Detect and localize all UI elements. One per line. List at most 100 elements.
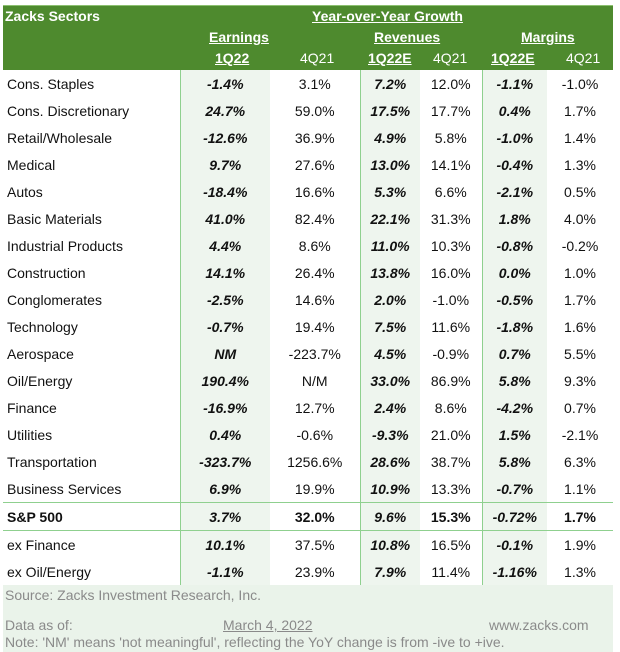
value-cell: 6.9% xyxy=(179,475,270,503)
value-cell: -0.4% xyxy=(481,151,547,178)
value-cell: 1.0% xyxy=(564,264,596,281)
value-cell: 21.0% xyxy=(430,426,471,443)
sector-name: Finance xyxy=(7,399,57,416)
value-cell: 1.7% xyxy=(547,502,613,531)
value-cell: 23.9% xyxy=(294,563,335,580)
value-cell: 1.7% xyxy=(564,291,596,308)
value-cell: 5.8% xyxy=(481,448,547,475)
value-cell: 11.6% xyxy=(431,318,471,335)
value-cell: -4.2% xyxy=(481,394,547,421)
sector-name: Cons. Discretionary xyxy=(7,102,130,119)
table-row: Business Services 6.9% 19.9% 10.9% 13.3% -0.7… xyxy=(3,475,613,503)
value-cell: 1.4% xyxy=(564,129,596,146)
value-cell: 10.8% xyxy=(359,530,420,558)
value-cell: 0.4% xyxy=(179,421,270,448)
value-cell: 10.3% xyxy=(430,237,471,254)
value-cell: -1.0% xyxy=(432,291,470,308)
value-cell: -9.3% xyxy=(359,421,420,448)
table-row: Aerospace NM -223.7% 4.5% -0.9% 0.7% 5.5% xyxy=(3,340,613,367)
table-row: Basic Materials 41.0% 82.4% 22.1% 31.3% 1.8% 4… xyxy=(3,205,613,232)
sector-name: Oil/Energy xyxy=(7,372,73,389)
sector-growth-table: Zacks Sectors Year-over-Year Growth Earn… xyxy=(3,5,613,652)
sector-name: Construction xyxy=(7,264,86,281)
value-cell: 14.1% xyxy=(179,259,270,286)
value-cell: -0.7% xyxy=(179,313,270,340)
nm-note: Note: 'NM' means 'not meaningful', refle… xyxy=(5,634,505,650)
value-cell: 6.6% xyxy=(434,183,467,200)
table-row: Finance -16.9% 12.7% 2.4% 8.6% -4.2% 0.7% xyxy=(3,394,613,421)
header-title: Zacks Sectors xyxy=(5,8,100,24)
value-cell: -0.7% xyxy=(481,475,547,503)
value-cell: 16.0% xyxy=(430,264,471,281)
value-cell: 12.0% xyxy=(430,75,471,92)
data-table: Cons. Staples -1.4% 3.1% 7.2% 12.0% -1.1% -1.0… xyxy=(3,70,613,585)
value-cell: 8.6% xyxy=(434,399,467,416)
value-cell: 17.7% xyxy=(430,102,471,119)
value-cell: 1.9% xyxy=(564,536,596,553)
table-header: Zacks Sectors Year-over-Year Growth Earn… xyxy=(3,5,613,70)
value-cell: 5.3% xyxy=(359,178,420,205)
value-cell: NM xyxy=(179,340,270,367)
value-cell: 14.1% xyxy=(430,156,471,173)
value-cell: 37.5% xyxy=(294,536,335,553)
table-row: Utilities 0.4% -0.6% -9.3% 21.0% 1.5% -2.1% xyxy=(3,421,613,448)
value-cell: 59.0% xyxy=(294,102,335,119)
value-cell: 17.5% xyxy=(359,97,420,124)
value-cell: -223.7% xyxy=(288,345,341,362)
col-header: 1Q22 xyxy=(215,50,250,66)
value-cell: -1.0% xyxy=(561,75,599,92)
header-revenues: Revenues xyxy=(374,29,441,45)
sector-name: Technology xyxy=(7,318,78,335)
header-earnings: Earnings xyxy=(209,29,269,45)
sector-name: ex Finance xyxy=(7,536,76,553)
value-cell: 7.9% xyxy=(359,558,420,585)
table-row: Cons. Staples -1.4% 3.1% 7.2% 12.0% -1.1% -1.0… xyxy=(3,70,613,97)
value-cell: 4.5% xyxy=(359,340,420,367)
value-cell: 33.0% xyxy=(359,367,420,394)
value-cell: 31.3% xyxy=(430,210,471,227)
value-cell: -1.0% xyxy=(481,124,547,151)
col-header: 4Q21 xyxy=(566,50,601,66)
value-cell: 9.3% xyxy=(564,372,596,389)
value-cell: 16.5% xyxy=(430,536,471,553)
sector-name: Utilities xyxy=(7,426,53,443)
value-cell: -0.72% xyxy=(481,502,547,531)
table-row: Autos -18.4% 16.6% 5.3% 6.6% -2.1% 0.5% xyxy=(3,178,613,205)
value-cell: -0.8% xyxy=(481,232,547,259)
header-margins: Margins xyxy=(521,29,575,45)
value-cell: 4.9% xyxy=(359,124,420,151)
sector-name: Autos xyxy=(7,183,43,200)
value-cell: 0.0% xyxy=(481,259,547,286)
sector-name: Cons. Staples xyxy=(7,75,95,92)
value-cell: 19.9% xyxy=(294,480,335,497)
sector-name: Transportation xyxy=(7,453,97,470)
value-cell: 14.6% xyxy=(294,291,335,308)
value-cell: 11.0% xyxy=(359,232,420,259)
value-cell: 5.5% xyxy=(564,345,596,362)
table-row: Cons. Discretionary 24.7% 59.0% 17.5% 17.7% 0… xyxy=(3,97,613,124)
table-row: Transportation -323.7% 1256.6% 28.6% 38.7% 5.… xyxy=(3,448,613,475)
table-row: Technology -0.7% 19.4% 7.5% 11.6% -1.8% 1.6% xyxy=(3,313,613,340)
table-row: ex Oil/Energy -1.1% 23.9% 7.9% 11.4% -1.16% 1.… xyxy=(3,558,613,585)
value-cell: 11.4% xyxy=(431,563,471,580)
value-cell: -323.7% xyxy=(179,448,270,475)
col-header: 4Q21 xyxy=(300,50,335,66)
value-cell: -16.9% xyxy=(179,394,270,421)
sector-name: S&P 500 xyxy=(3,502,180,531)
table-row: S&P 500 3.7% 32.0% 9.6% 15.3% -0.72% 1.7% xyxy=(3,502,613,531)
value-cell: 1.1% xyxy=(564,480,596,497)
value-cell: 1256.6% xyxy=(287,453,343,470)
table-footer: Source: Zacks Investment Research, Inc. … xyxy=(3,585,613,652)
sector-name: Industrial Products xyxy=(7,237,123,254)
value-cell: 1.5% xyxy=(481,421,547,448)
value-cell: -0.1% xyxy=(481,530,547,558)
value-cell: 41.0% xyxy=(179,205,270,232)
value-cell: 8.6% xyxy=(298,237,331,254)
table-row: Medical 9.7% 27.6% 13.0% 14.1% -0.4% 1.3% xyxy=(3,151,613,178)
value-cell: 0.4% xyxy=(481,97,547,124)
sector-name: ex Oil/Energy xyxy=(7,563,92,580)
value-cell: 6.3% xyxy=(564,453,596,470)
value-cell: 1.3% xyxy=(564,156,596,173)
value-cell: 5.8% xyxy=(434,129,467,146)
value-cell: 2.0% xyxy=(359,286,420,313)
